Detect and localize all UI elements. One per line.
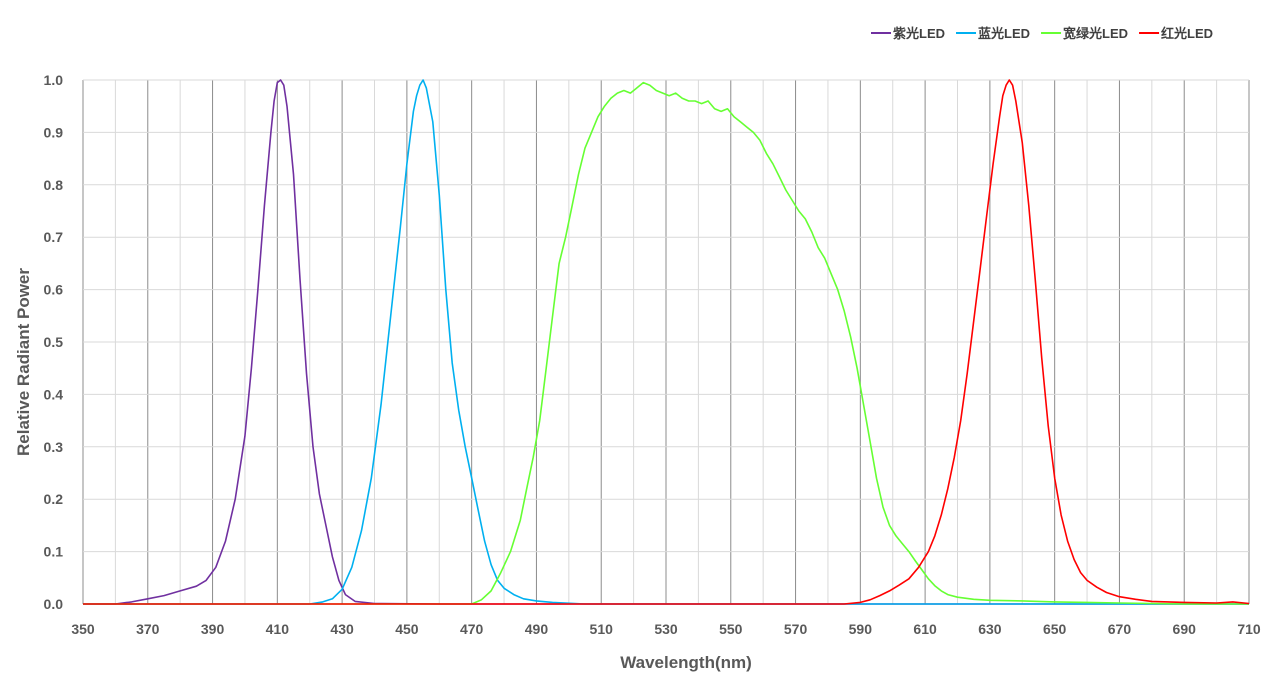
x-tick-labels: 350 370 390 410 430 450 470 490 510 530 550 570 590 6… <box>71 621 1261 637</box>
y-tick-label: 0.3 <box>44 439 64 455</box>
x-tick-label: 510 <box>590 621 614 637</box>
x-tick-label: 450 <box>395 621 419 637</box>
legend-label-0: 紫光LED <box>893 26 945 41</box>
x-tick-label: 710 <box>1237 621 1261 637</box>
x-tick-label: 410 <box>266 621 290 637</box>
x-tick-label: 370 <box>136 621 160 637</box>
y-axis-title: Relative Radiant Power <box>14 268 33 456</box>
y-tick-label: 0.7 <box>44 229 64 245</box>
y-tick-labels: 0.0 0.1 0.2 0.3 0.4 0.5 0.6 0.7 0.8 0.9 1.0 <box>44 72 64 612</box>
legend-label-1: 蓝光LED <box>978 26 1030 41</box>
y-tick-label: 0.9 <box>44 124 64 140</box>
x-tick-label: 390 <box>201 621 225 637</box>
x-tick-label: 550 <box>719 621 743 637</box>
x-tick-label: 670 <box>1108 621 1132 637</box>
y-tick-label: 0.5 <box>44 334 64 350</box>
x-axis-title: Wavelength(nm) <box>620 653 752 672</box>
series-line-3 <box>83 79 1250 605</box>
x-tick-label: 590 <box>849 621 873 637</box>
x-tick-label: 350 <box>71 621 95 637</box>
x-tick-label: 570 <box>784 621 808 637</box>
y-tick-label: 0.0 <box>44 596 64 612</box>
y-tick-label: 0.1 <box>44 544 64 560</box>
legend: 紫光LED 蓝光LED 宽绿光LED 红光LED <box>871 26 1213 41</box>
x-tick-label: 650 <box>1043 621 1067 637</box>
legend-label-2: 宽绿光LED <box>1062 26 1128 41</box>
series-line-2 <box>83 81 1249 605</box>
x-tick-label: 430 <box>330 621 354 637</box>
y-tick-label: 0.4 <box>44 386 64 402</box>
grid <box>82 79 1250 605</box>
y-tick-label: 0.6 <box>44 282 64 298</box>
x-tick-label: 470 <box>460 621 484 637</box>
legend-label-3: 红光LED <box>1161 26 1213 41</box>
x-tick-label: 610 <box>913 621 937 637</box>
x-tick-label: 630 <box>978 621 1002 637</box>
y-tick-label: 0.8 <box>44 177 64 193</box>
x-tick-label: 490 <box>525 621 549 637</box>
series-line-0 <box>83 79 1249 605</box>
y-tick-label: 1.0 <box>44 72 64 88</box>
series-lines <box>83 79 1250 605</box>
series-line-1 <box>83 79 1249 605</box>
x-tick-label: 690 <box>1173 621 1197 637</box>
x-tick-label: 530 <box>654 621 678 637</box>
y-tick-label: 0.2 <box>44 491 64 507</box>
